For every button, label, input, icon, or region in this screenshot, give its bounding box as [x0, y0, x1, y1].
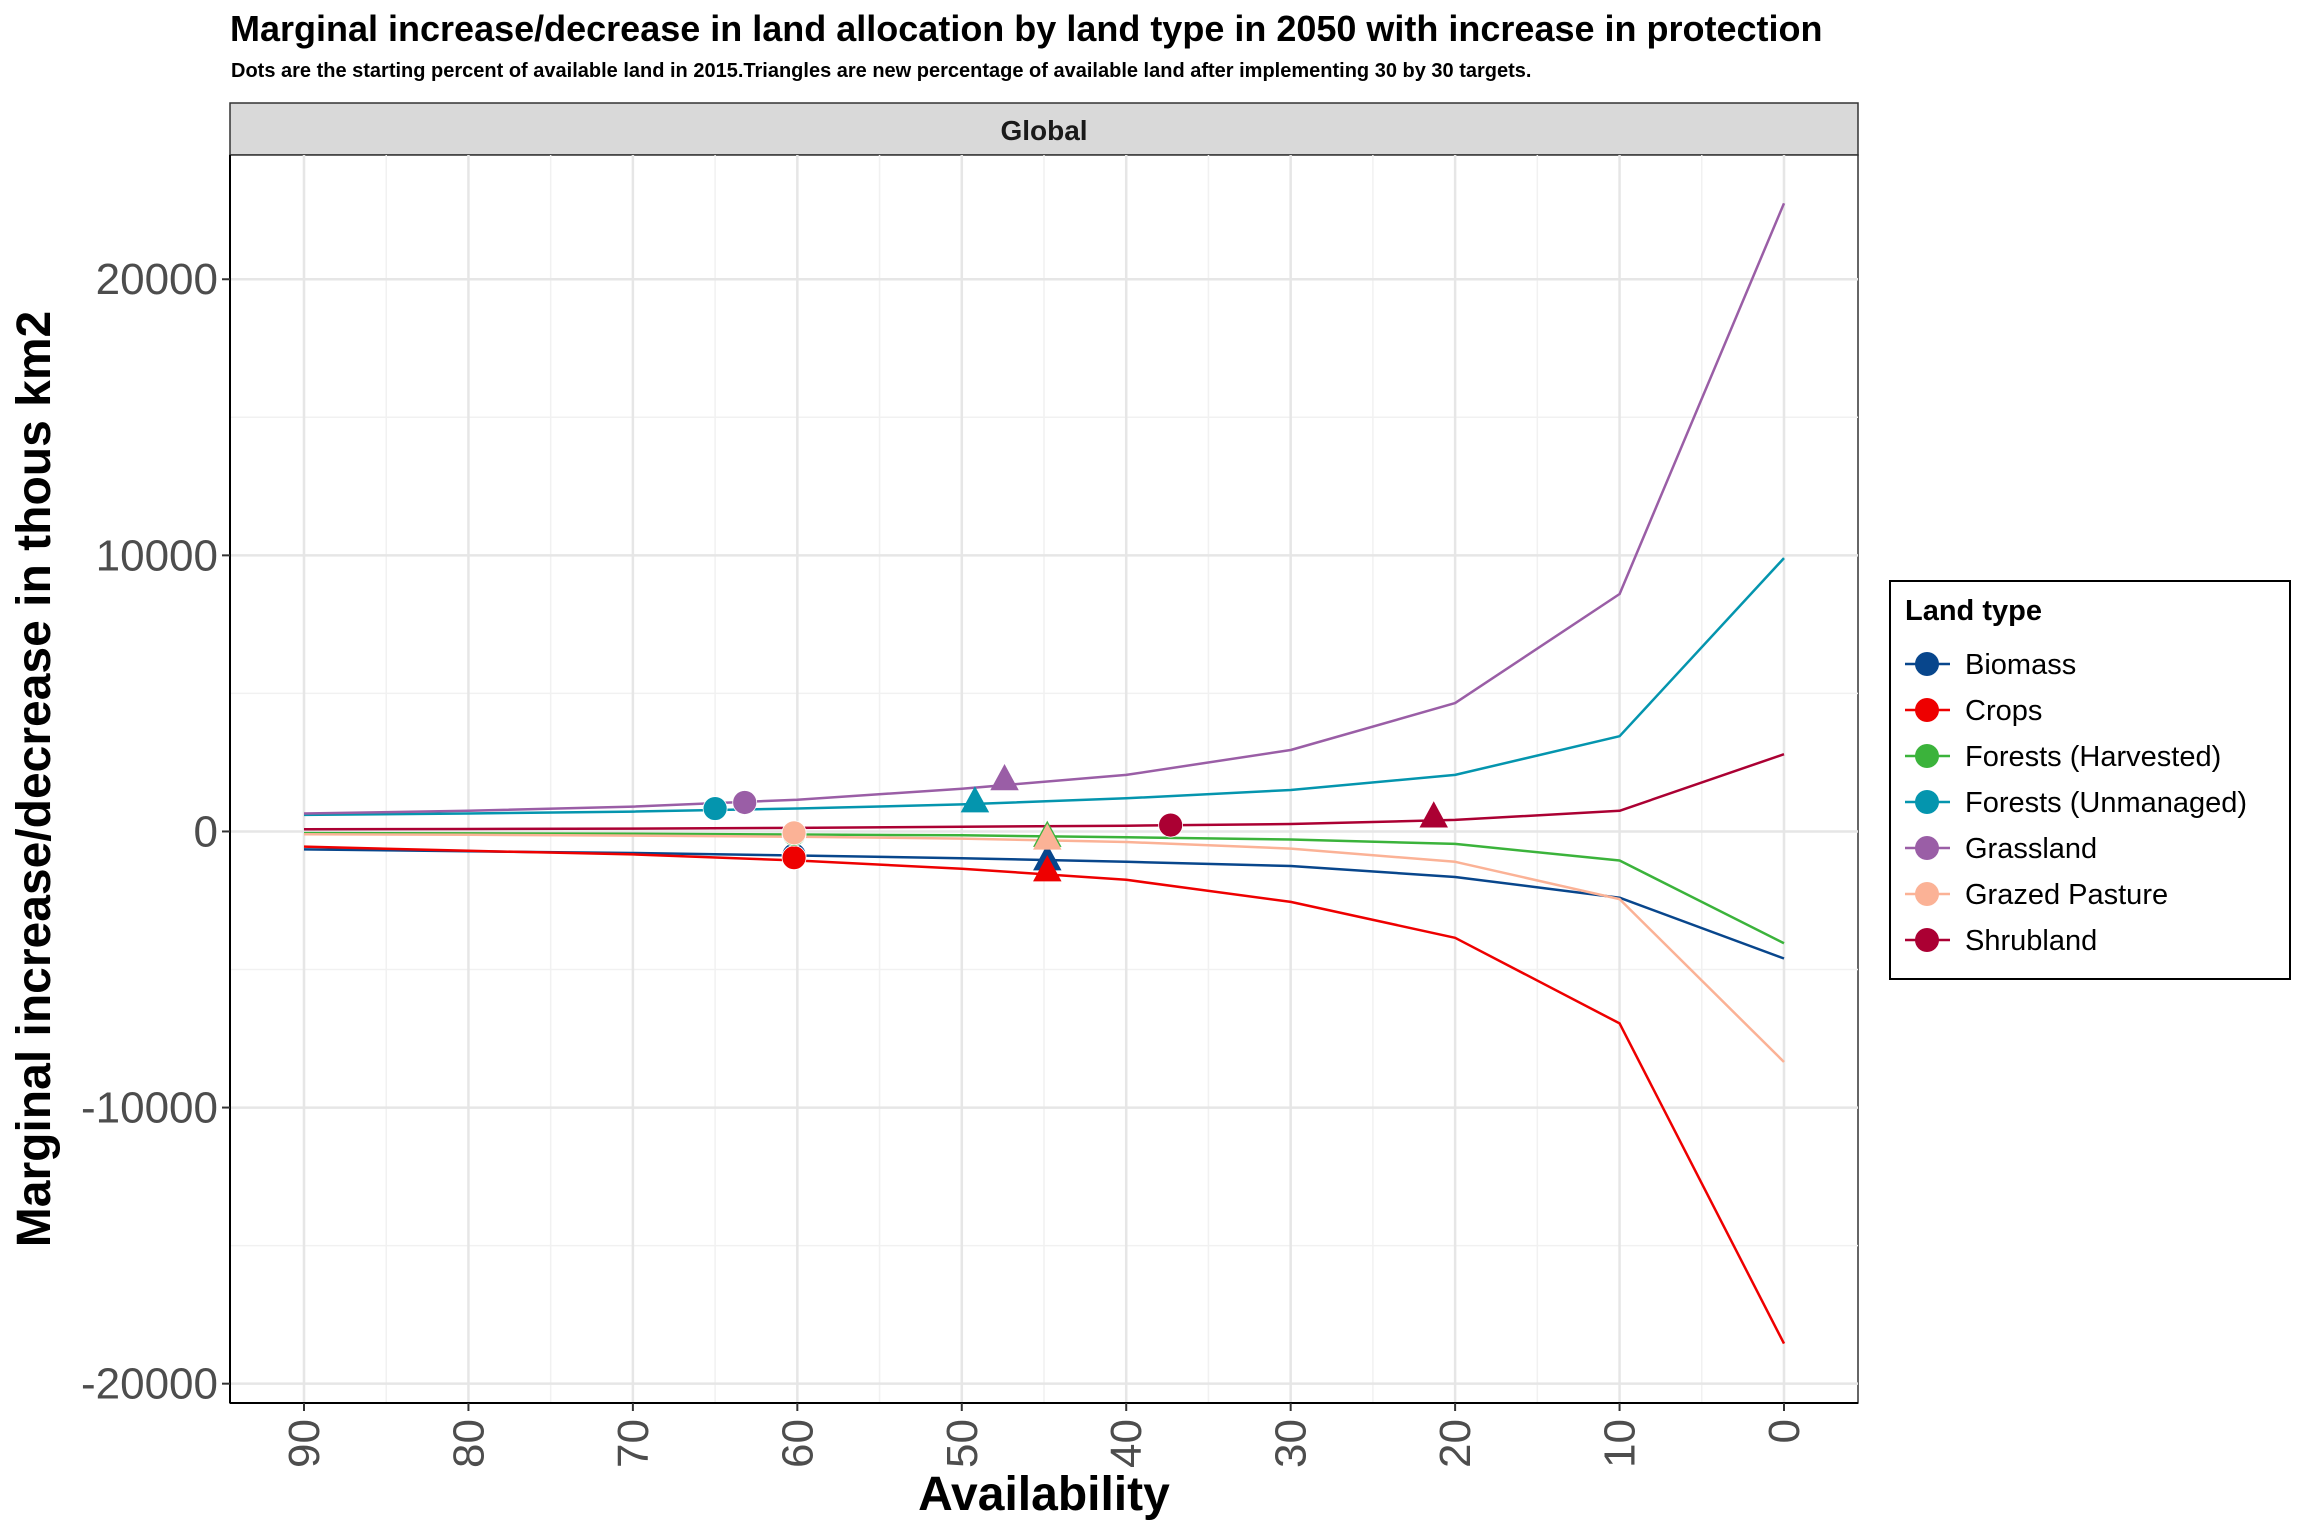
legend-key-dot-crops [1915, 698, 1939, 722]
legend-label-crops: Crops [1965, 695, 2042, 727]
legend-label-grazed-pasture: Grazed Pasture [1965, 879, 2168, 911]
chart-subtitle: Dots are the starting percent of availab… [231, 60, 1532, 82]
target-triangle-shrubland [1419, 801, 1448, 828]
legend-label-grassland: Grassland [1965, 833, 2097, 865]
legend-key-dot-grazed-pasture [1915, 882, 1939, 906]
facet-strip-background [229, 102, 1859, 156]
chart-title: Marginal increase/decrease in land alloc… [230, 8, 1823, 49]
target-triangle-grazed-pasture [1033, 823, 1062, 850]
target-triangle-forests-unmanaged- [960, 786, 990, 813]
axis-titles: Availability Marginal increase/decrease i… [8, 311, 1170, 1521]
y-tick-label: 10000 [96, 531, 218, 580]
legend-key-dot-grassland [1915, 836, 1939, 860]
y-tick-label: -10000 [81, 1084, 218, 1133]
facet-strip-label: Global [1000, 115, 1087, 146]
legend-label-forests-harvested-: Forests (Harvested) [1965, 741, 2221, 773]
legend-box [1889, 580, 2291, 980]
series-line-grassland [303, 202, 1786, 815]
x-tick-label: 30 [1267, 1419, 1316, 1468]
series-line-forests-unmanaged- [303, 557, 1785, 817]
legend-key-dot-forests-unmanaged- [1915, 790, 1939, 814]
legend-label-shrubland: Shrubland [1965, 925, 2097, 957]
y-tick-label: 20000 [96, 255, 218, 304]
x-tick-label: 70 [609, 1419, 658, 1468]
y-axis: 20000 10000 0 -10000 -20000 [81, 155, 231, 1409]
y-tick-label: -20000 [81, 1360, 218, 1409]
legend-key-dot-forests-harvested- [1915, 744, 1939, 768]
legend-key-dot-biomass [1915, 652, 1939, 676]
series-line-shrubland [303, 753, 1785, 831]
x-axis-title: Availability [918, 1468, 1170, 1521]
y-tick-label: 0 [194, 807, 218, 856]
x-tick-label: 60 [773, 1419, 822, 1468]
x-tick-label: 10 [1596, 1419, 1645, 1468]
x-tick-label: 80 [444, 1419, 493, 1468]
legend-label-forests-unmanaged-: Forests (Unmanaged) [1965, 787, 2247, 819]
facet-strip: Global [229, 102, 1859, 156]
legend-title: Land type [1905, 595, 2042, 627]
start-dot-crops [781, 845, 807, 871]
x-tick-label: 90 [280, 1419, 329, 1468]
x-axis: 90 80 70 60 50 40 30 20 10 0 [230, 1402, 1858, 1468]
start-dot-shrubland [1158, 812, 1184, 838]
start-dot-forests-unmanaged- [702, 796, 728, 821]
legend-key-dot-shrubland [1915, 928, 1939, 952]
start-dot-grazed-pasture [781, 820, 807, 846]
series-markers [702, 764, 1448, 882]
legend-label-biomass: Biomass [1965, 649, 2076, 681]
y-axis-title: Marginal increase/decrease in thous km2 [8, 311, 61, 1247]
x-tick-label: 20 [1431, 1419, 1480, 1468]
target-triangle-crops [1033, 855, 1062, 882]
start-dot-grassland [732, 790, 758, 815]
x-tick-label: 0 [1760, 1419, 1809, 1443]
legend: Land type Biomass Crops Forests (Harvested)… [1889, 580, 2291, 980]
x-tick-label: 40 [1102, 1419, 1151, 1468]
x-tick-label: 50 [938, 1419, 987, 1468]
target-triangle-grassland [990, 764, 1019, 791]
